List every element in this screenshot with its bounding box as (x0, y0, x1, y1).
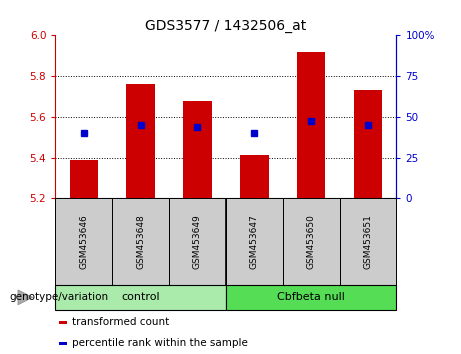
Bar (297, 52, 325, 198)
Bar (183, 101, 212, 198)
Bar (340, 198, 396, 285)
Text: control: control (121, 292, 160, 302)
Bar (112, 198, 169, 285)
Text: GSM453650: GSM453650 (307, 214, 316, 269)
Bar (59, 321, 67, 324)
Text: GSM453648: GSM453648 (136, 214, 145, 269)
Bar (226, 285, 396, 310)
Bar (126, 84, 155, 198)
Bar (283, 198, 340, 285)
Text: GSM453651: GSM453651 (364, 214, 372, 269)
Polygon shape (18, 290, 33, 305)
Text: percentile rank within the sample: percentile rank within the sample (72, 338, 248, 348)
Bar (226, 198, 283, 285)
Text: genotype/variation: genotype/variation (9, 292, 108, 302)
Text: GSM453649: GSM453649 (193, 214, 202, 269)
Bar (55, 198, 112, 285)
Text: Cbfbeta null: Cbfbeta null (277, 292, 345, 302)
Bar (354, 90, 382, 198)
Text: transformed count: transformed count (72, 318, 170, 327)
Text: GSM453646: GSM453646 (79, 214, 88, 269)
Bar (169, 198, 226, 285)
Bar (70, 160, 98, 198)
Text: GSM453647: GSM453647 (250, 214, 259, 269)
Bar (59, 342, 67, 345)
Bar (240, 155, 268, 198)
Bar (55, 285, 226, 310)
Title: GDS3577 / 1432506_at: GDS3577 / 1432506_at (145, 19, 307, 33)
